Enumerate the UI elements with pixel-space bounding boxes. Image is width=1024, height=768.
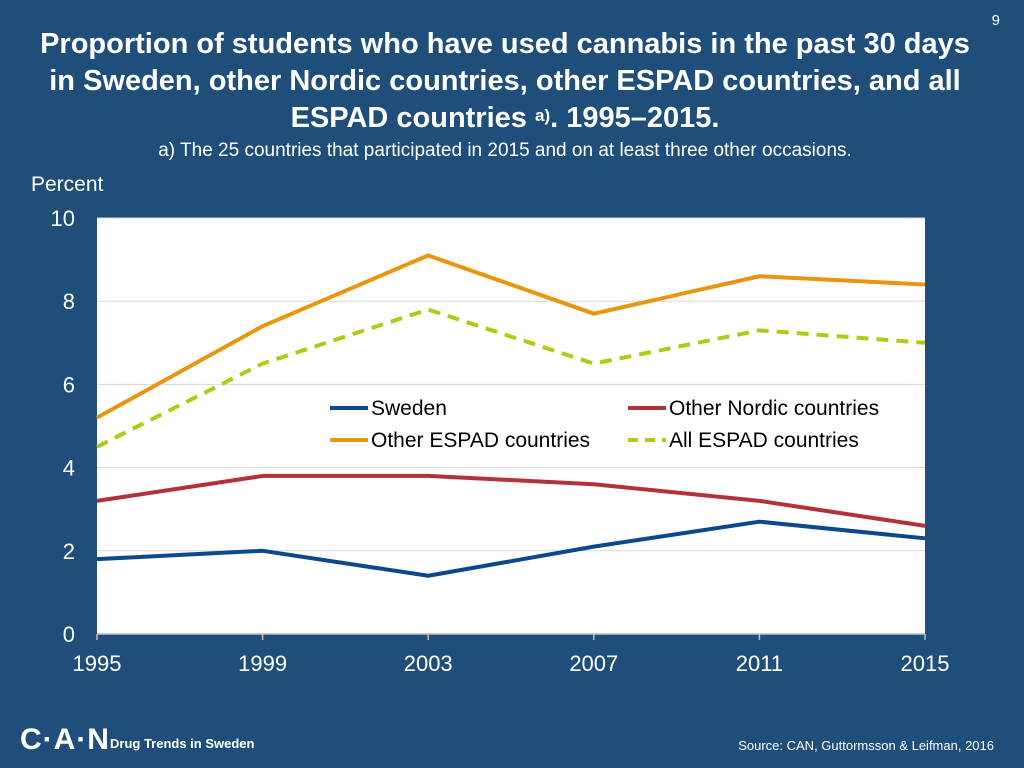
legend-label: All ESPAD countries (669, 429, 859, 452)
title-main: Proportion of students who have used can… (40, 28, 970, 134)
chart-title: Proportion of students who have used can… (40, 26, 970, 137)
y-tick-label: 8 (63, 289, 75, 314)
y-tick-label: 4 (63, 456, 75, 481)
x-tick-label: 2011 (736, 651, 783, 676)
x-tick-label: 1999 (238, 651, 287, 676)
y-tick-label: 0 (63, 622, 75, 647)
footer-publication: Drug Trends in Sweden (110, 736, 255, 751)
series-line-other-espad-countries (96, 253, 926, 420)
y-axis-label: Percent (31, 173, 104, 196)
legend-label: Other ESPAD countries (371, 429, 590, 452)
y-tick-label: 6 (63, 372, 75, 397)
title-tail: . 1995–2015. (550, 102, 720, 134)
page-number: 9 (991, 12, 1000, 29)
chart-subtitle: a) The 25 countries that participated in… (158, 140, 852, 161)
x-tick-label: 2003 (404, 651, 453, 676)
plot-area (97, 218, 925, 634)
y-tick-label: 2 (63, 539, 75, 564)
series-line-sweden (96, 519, 926, 578)
legend-label: Other Nordic countries (669, 397, 879, 420)
can-logo: C·A·N (20, 723, 110, 756)
series-lines (96, 253, 926, 578)
series-line-other-nordic-countries (96, 473, 926, 528)
title-footnote-marker: a) (534, 106, 551, 125)
y-tick-label: 10 (51, 206, 75, 231)
footer-source: Source: CAN, Guttormsson & Leifman, 2016 (738, 738, 994, 753)
x-tick-label: 2007 (569, 651, 618, 676)
axes: 0 2 4 6 8 10 1995 1999 2003 2007 2011 2015 (51, 206, 950, 676)
x-tick-label: 1995 (73, 651, 122, 676)
legend: Sweden Other Nordic countries Other ESPAD … (330, 397, 879, 452)
legend-label: Sweden (371, 397, 447, 420)
x-tick-label: 2015 (901, 651, 950, 676)
series-line-all-espad-countries (96, 307, 926, 449)
